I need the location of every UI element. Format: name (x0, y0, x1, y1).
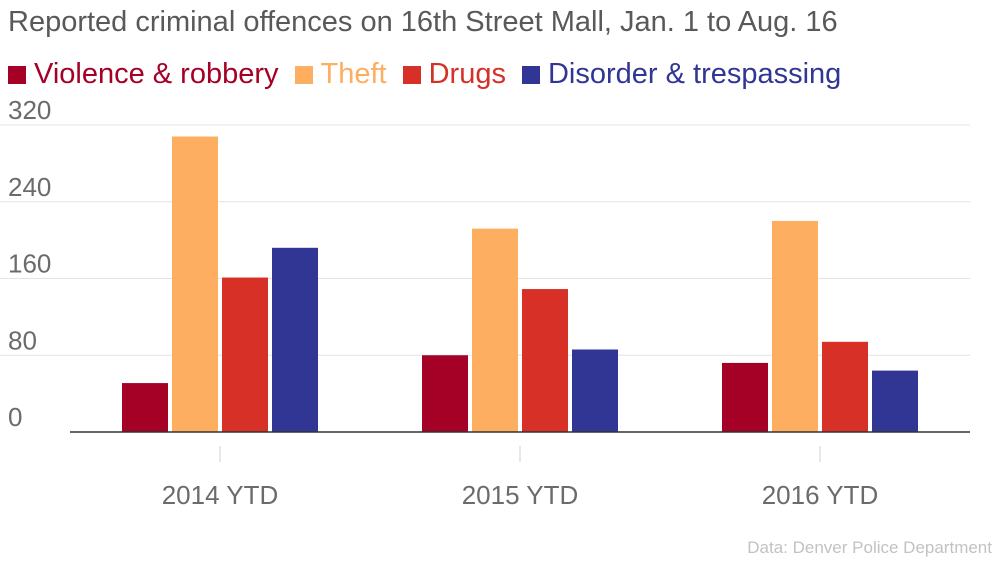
bar (422, 355, 468, 432)
chart-title: Reported criminal offences on 16th Stree… (8, 6, 838, 38)
bar (822, 341, 868, 432)
legend-item-disorder-trespassing: Disorder & trespassing (521, 58, 842, 91)
chart-legend: Violence & robbery Theft Drugs Disorder … (8, 58, 857, 91)
bar (722, 362, 768, 432)
y-tick-label: 80 (8, 325, 37, 355)
bar (872, 370, 918, 432)
x-tick-label: 2016 YTD (762, 480, 879, 510)
legend-swatch (8, 65, 26, 84)
legend-label: Disorder & trespassing (547, 58, 842, 90)
bar (122, 383, 168, 432)
legend-label: Violence & robbery (34, 58, 279, 90)
legend-swatch (521, 65, 540, 84)
y-tick-label: 320 (8, 95, 51, 125)
bar (172, 136, 218, 432)
legend-label: Theft (320, 58, 387, 90)
x-tick-label: 2015 YTD (462, 480, 579, 510)
bar (222, 277, 268, 432)
x-tick-label: 2014 YTD (162, 480, 279, 510)
legend-item-drugs: Drugs (402, 58, 506, 91)
legend-label: Drugs (428, 58, 506, 90)
bar (572, 349, 618, 432)
bar (472, 228, 518, 432)
y-tick-label: 240 (8, 172, 51, 202)
legend-item-theft: Theft (294, 58, 387, 91)
legend-item-violence-robbery: Violence & robbery (8, 58, 279, 91)
y-tick-label: 160 (8, 249, 51, 279)
y-tick-label: 0 (8, 402, 22, 432)
legend-swatch (294, 65, 313, 84)
bar (772, 220, 818, 432)
bar (272, 247, 318, 432)
source-note: Data: Denver Police Department (747, 538, 992, 557)
bar (522, 289, 568, 432)
legend-swatch (402, 65, 421, 84)
